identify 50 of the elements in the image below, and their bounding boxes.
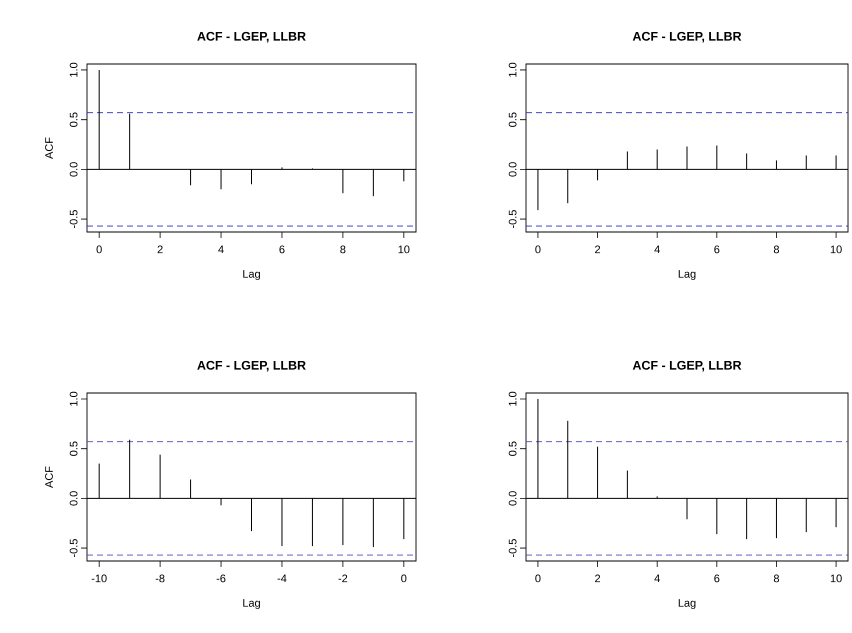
y-tick-label: -0.5	[70, 539, 78, 558]
y-tick-label: -0.5	[508, 210, 516, 228]
x-tick-label: -4	[278, 574, 287, 582]
x-tick-label: 10	[398, 246, 410, 254]
x-tick-label: 8	[340, 246, 346, 254]
y-tick-label: 1.0	[70, 392, 78, 406]
x-tick-label: 6	[279, 246, 285, 254]
y-tick-label: -0.5	[508, 539, 516, 558]
x-tick-label: 4	[654, 246, 660, 254]
x-axis-title: Lag	[243, 599, 260, 609]
x-tick-label: 0	[96, 246, 102, 254]
x-tick-label: 10	[830, 574, 842, 582]
x-tick-label: 2	[595, 574, 600, 582]
chart-title: ACF - LGEP, LLBR	[632, 32, 742, 42]
x-tick-label: 4	[654, 574, 660, 582]
x-tick-label: -10	[92, 574, 107, 582]
x-axis-title: Lag	[678, 599, 696, 609]
x-tick-label: 2	[158, 246, 163, 254]
x-tick-label: 0	[401, 574, 406, 582]
y-axis-title: ACF	[45, 137, 53, 159]
y-tick-label: 0.0	[70, 491, 78, 506]
x-axis-title: Lag	[243, 270, 260, 280]
y-tick-label: 1.0	[508, 392, 516, 406]
x-axis-title: Lag	[678, 270, 696, 280]
chart-title: ACF - LGEP, LLBR	[197, 32, 306, 42]
chart-title: ACF - LGEP, LLBR	[197, 360, 306, 372]
x-tick-label: 10	[830, 246, 842, 254]
x-tick-label: -8	[156, 574, 164, 582]
x-tick-label: -6	[216, 574, 226, 582]
y-tick-label: 0.0	[508, 491, 516, 506]
y-tick-label: 0.0	[508, 162, 516, 177]
y-axis-title: ACF	[45, 466, 53, 488]
y-tick-label: 0.5	[508, 112, 516, 127]
y-tick-label: 0.0	[70, 162, 78, 177]
chart-title: ACF - LGEP, LLBR	[632, 360, 742, 372]
x-tick-label: 0	[535, 246, 541, 254]
y-tick-label: -0.5	[70, 210, 78, 228]
x-tick-label: 2	[595, 246, 600, 254]
y-tick-label: 0.5	[508, 442, 516, 456]
y-tick-label: 1.0	[70, 62, 78, 77]
x-tick-label: 8	[774, 574, 780, 582]
x-tick-label: 6	[714, 574, 720, 582]
x-tick-label: 4	[218, 246, 224, 254]
y-tick-label: 0.5	[70, 442, 78, 456]
y-tick-label: 1.0	[508, 62, 516, 77]
y-tick-label: 0.5	[70, 112, 78, 127]
x-tick-label: -2	[338, 574, 348, 582]
x-tick-label: 8	[774, 246, 780, 254]
x-tick-label: 0	[535, 574, 541, 582]
x-tick-label: 6	[714, 246, 720, 254]
